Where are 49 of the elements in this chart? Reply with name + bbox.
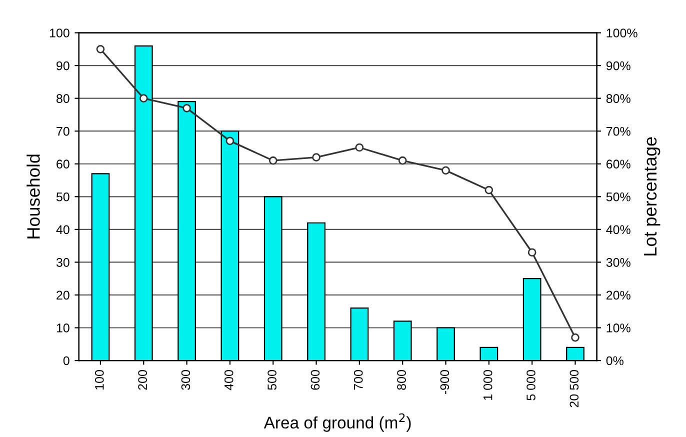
x-tick-label: -900 xyxy=(440,370,450,394)
y2-tick-label: 100% xyxy=(606,28,638,38)
y-tick-label: 20 xyxy=(56,290,70,300)
point xyxy=(398,156,407,165)
x-tick-label: 700 xyxy=(354,370,363,390)
x-tick-label: 500 xyxy=(268,370,276,390)
x-tick-label: 600 xyxy=(310,370,320,390)
y-tick-label: 60 xyxy=(56,160,70,169)
y2-tick-label: 0% xyxy=(606,356,624,366)
x-tick-label: 1 000 xyxy=(483,370,492,400)
y-tick-label: 50 xyxy=(56,192,70,202)
point xyxy=(442,166,450,175)
y-tick-label: 90 xyxy=(56,61,70,70)
point xyxy=(182,104,191,112)
x-tick-label: 20 500 xyxy=(570,370,579,408)
y-tick-label: 30 xyxy=(56,258,70,267)
y-tick-label: 80 xyxy=(56,94,70,103)
point xyxy=(139,94,148,102)
y2-tick-label: 50% xyxy=(606,192,630,202)
point xyxy=(355,143,364,152)
x-tick-label: 200 xyxy=(138,370,147,390)
point xyxy=(226,136,234,146)
y2-tick-label: 40% xyxy=(606,225,630,234)
y2-tick-label: 80% xyxy=(606,94,630,103)
point xyxy=(571,333,580,342)
point xyxy=(268,156,278,165)
y2-tick-label: 30% xyxy=(606,258,630,267)
y2-tick-label: 10% xyxy=(606,324,630,332)
y-tick-label: 0 xyxy=(63,356,70,366)
y-axis-title: Household xyxy=(26,154,40,238)
y2-axis-title: Lot percentage xyxy=(644,137,660,256)
y2-tick-label: 70% xyxy=(606,126,630,136)
x-tick-label: 800 xyxy=(397,370,406,390)
y-tick-label: 10 xyxy=(56,324,70,332)
y2-tick-label: 60% xyxy=(606,160,630,169)
point xyxy=(312,153,320,162)
y-tick-label: 70 xyxy=(56,126,70,136)
point xyxy=(528,248,536,257)
x-axis-title: Area of ground (m$^{2}$) xyxy=(264,413,411,432)
point xyxy=(96,44,105,54)
point xyxy=(484,186,494,194)
x-tick-label: 400 xyxy=(224,370,234,390)
y-tick-label: 40 xyxy=(56,225,70,234)
y-tick-label: 100 xyxy=(50,28,70,38)
y2-tick-label: 20% xyxy=(606,290,630,300)
x-tick-label: 100 xyxy=(94,370,104,390)
y2-tick-label: 90% xyxy=(606,61,630,70)
x-tick-label: 300 xyxy=(181,370,190,390)
x-tick-label: 5 000 xyxy=(526,370,536,400)
